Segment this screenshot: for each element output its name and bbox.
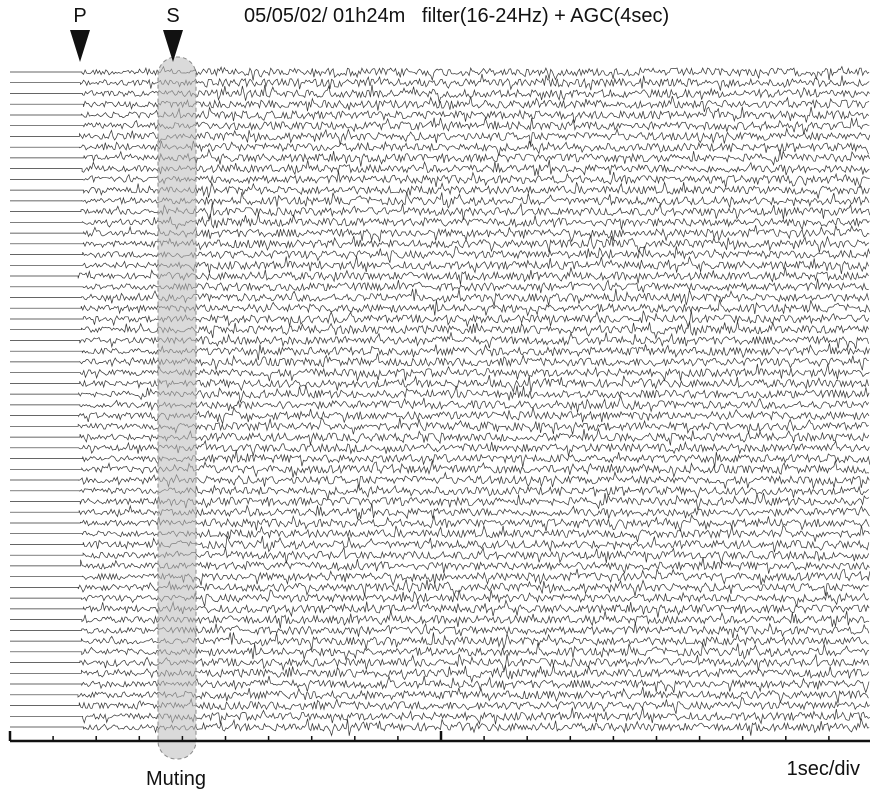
trace	[10, 429, 869, 445]
trace	[10, 547, 869, 563]
trace	[10, 74, 869, 91]
trace	[10, 632, 869, 649]
trace	[10, 85, 870, 102]
trace	[10, 214, 870, 230]
traces	[10, 67, 870, 736]
trace	[10, 708, 870, 725]
trace	[10, 257, 869, 275]
p-label: P	[73, 5, 86, 27]
trace	[10, 236, 869, 253]
trace	[10, 654, 869, 671]
trace	[10, 279, 869, 293]
trace	[10, 225, 869, 242]
trace	[10, 107, 869, 123]
trace	[10, 160, 869, 176]
muting-window	[158, 57, 196, 759]
trace	[10, 590, 869, 607]
trace	[10, 687, 868, 703]
trace	[10, 525, 870, 542]
trace	[10, 246, 870, 263]
p-arrow	[70, 30, 90, 62]
trace	[10, 353, 869, 370]
trace	[10, 364, 869, 381]
trace	[10, 579, 869, 596]
trace	[10, 461, 869, 478]
trace	[10, 96, 869, 112]
trace	[10, 129, 870, 146]
trace	[10, 718, 869, 735]
trace	[10, 569, 870, 586]
trace	[10, 396, 869, 412]
trace	[10, 332, 869, 349]
trace	[10, 268, 869, 285]
trace	[10, 321, 869, 338]
s-label: S	[166, 5, 179, 27]
trace	[10, 418, 869, 435]
trace	[10, 601, 869, 618]
figure-title: 05/05/02/ 01h24m filter(16-24Hz) + AGC(4…	[244, 5, 669, 27]
trace	[10, 182, 869, 198]
trace	[10, 203, 870, 220]
trace	[10, 622, 869, 638]
trace	[10, 643, 869, 659]
trace	[10, 485, 869, 500]
trace	[10, 472, 869, 489]
trace	[10, 343, 870, 360]
trace	[10, 665, 869, 682]
trace	[10, 697, 870, 713]
trace	[10, 536, 869, 552]
seismogram-figure: P S 05/05/02/ 01h24m filter(16-24Hz) + A…	[0, 0, 870, 794]
trace	[10, 504, 870, 520]
trace	[10, 289, 869, 306]
trace	[10, 493, 869, 510]
trace	[10, 375, 869, 392]
trace	[10, 611, 869, 628]
muting-label: Muting	[146, 768, 206, 790]
trace	[10, 300, 870, 316]
trace	[10, 149, 870, 166]
trace	[10, 67, 869, 81]
trace	[10, 450, 870, 467]
time-ticks	[10, 731, 829, 741]
trace	[10, 171, 870, 187]
trace	[10, 192, 869, 208]
trace	[10, 676, 869, 693]
trace	[10, 141, 869, 156]
scale-label: 1sec/div	[787, 758, 860, 780]
trace	[10, 557, 869, 573]
trace	[10, 407, 869, 424]
